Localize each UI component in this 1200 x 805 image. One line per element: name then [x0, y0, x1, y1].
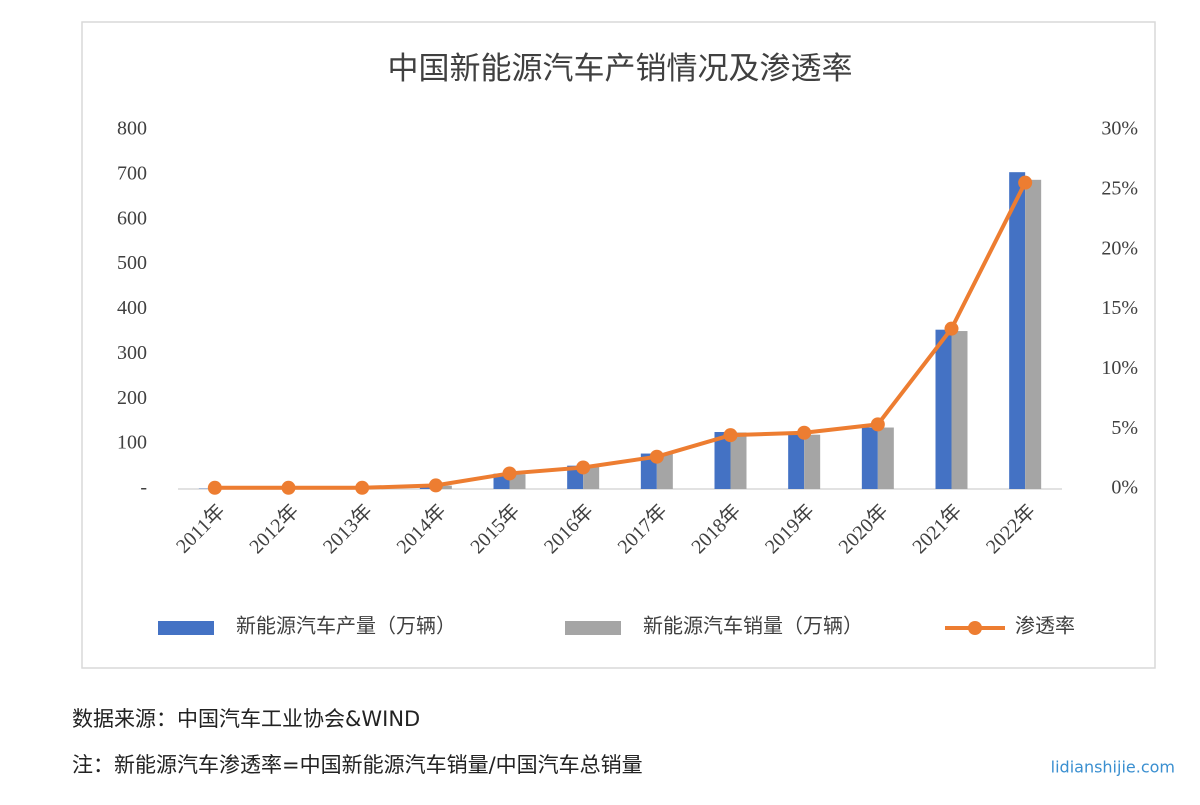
y-tick-label: 800	[117, 118, 147, 140]
y2-tick-label: 10%	[1101, 357, 1138, 379]
legend-label: 新能源汽车产量（万辆）	[236, 615, 456, 638]
y-tick-label: 100	[117, 432, 147, 454]
line-marker	[945, 322, 959, 336]
y-tick-label: -	[140, 477, 147, 499]
watermark: lidianshijie.com	[1051, 758, 1175, 777]
y-tick-label: 700	[117, 162, 147, 184]
y-tick-label: 200	[117, 387, 147, 409]
y2-tick-label: 5%	[1111, 417, 1138, 439]
legend-label: 新能源汽车销量（万辆）	[643, 615, 863, 638]
line-marker	[1018, 176, 1032, 190]
bar	[1009, 172, 1025, 489]
line-marker	[724, 428, 738, 442]
chart-title: 中国新能源汽车产销情况及渗透率	[388, 51, 853, 86]
line-marker	[576, 460, 590, 474]
line-marker	[650, 450, 664, 464]
y-tick-label: 300	[117, 342, 147, 364]
line-marker	[282, 481, 296, 495]
line-marker	[871, 417, 885, 431]
bar	[1025, 180, 1041, 489]
legend-swatch-marker	[968, 621, 982, 635]
y-tick-label: 600	[117, 207, 147, 229]
bar	[788, 433, 804, 489]
y2-tick-label: 0%	[1111, 477, 1138, 499]
y2-tick-label: 30%	[1101, 118, 1138, 140]
y2-tick-label: 15%	[1101, 297, 1138, 319]
line-marker	[429, 478, 443, 492]
bar	[804, 435, 820, 489]
y-tick-label: 500	[117, 252, 147, 274]
source-note: 数据来源：中国汽车工业协会&WIND	[72, 707, 420, 731]
y-tick-label: 400	[117, 297, 147, 319]
line-marker	[208, 481, 222, 495]
chart-frame	[82, 22, 1155, 668]
y2-tick-label: 20%	[1101, 237, 1138, 259]
bar	[862, 428, 878, 489]
bar	[952, 331, 968, 489]
bar	[878, 428, 894, 489]
y2-tick-label: 25%	[1101, 177, 1138, 199]
line-marker	[355, 481, 369, 495]
line-marker	[503, 466, 517, 480]
bar	[936, 330, 952, 489]
legend-swatch	[158, 621, 214, 635]
legend-label: 渗透率	[1015, 615, 1075, 638]
legend-swatch	[565, 621, 621, 635]
line-marker	[797, 426, 811, 440]
footnote: 注：新能源汽车渗透率=中国新能源汽车销量/中国汽车总销量	[72, 753, 643, 777]
